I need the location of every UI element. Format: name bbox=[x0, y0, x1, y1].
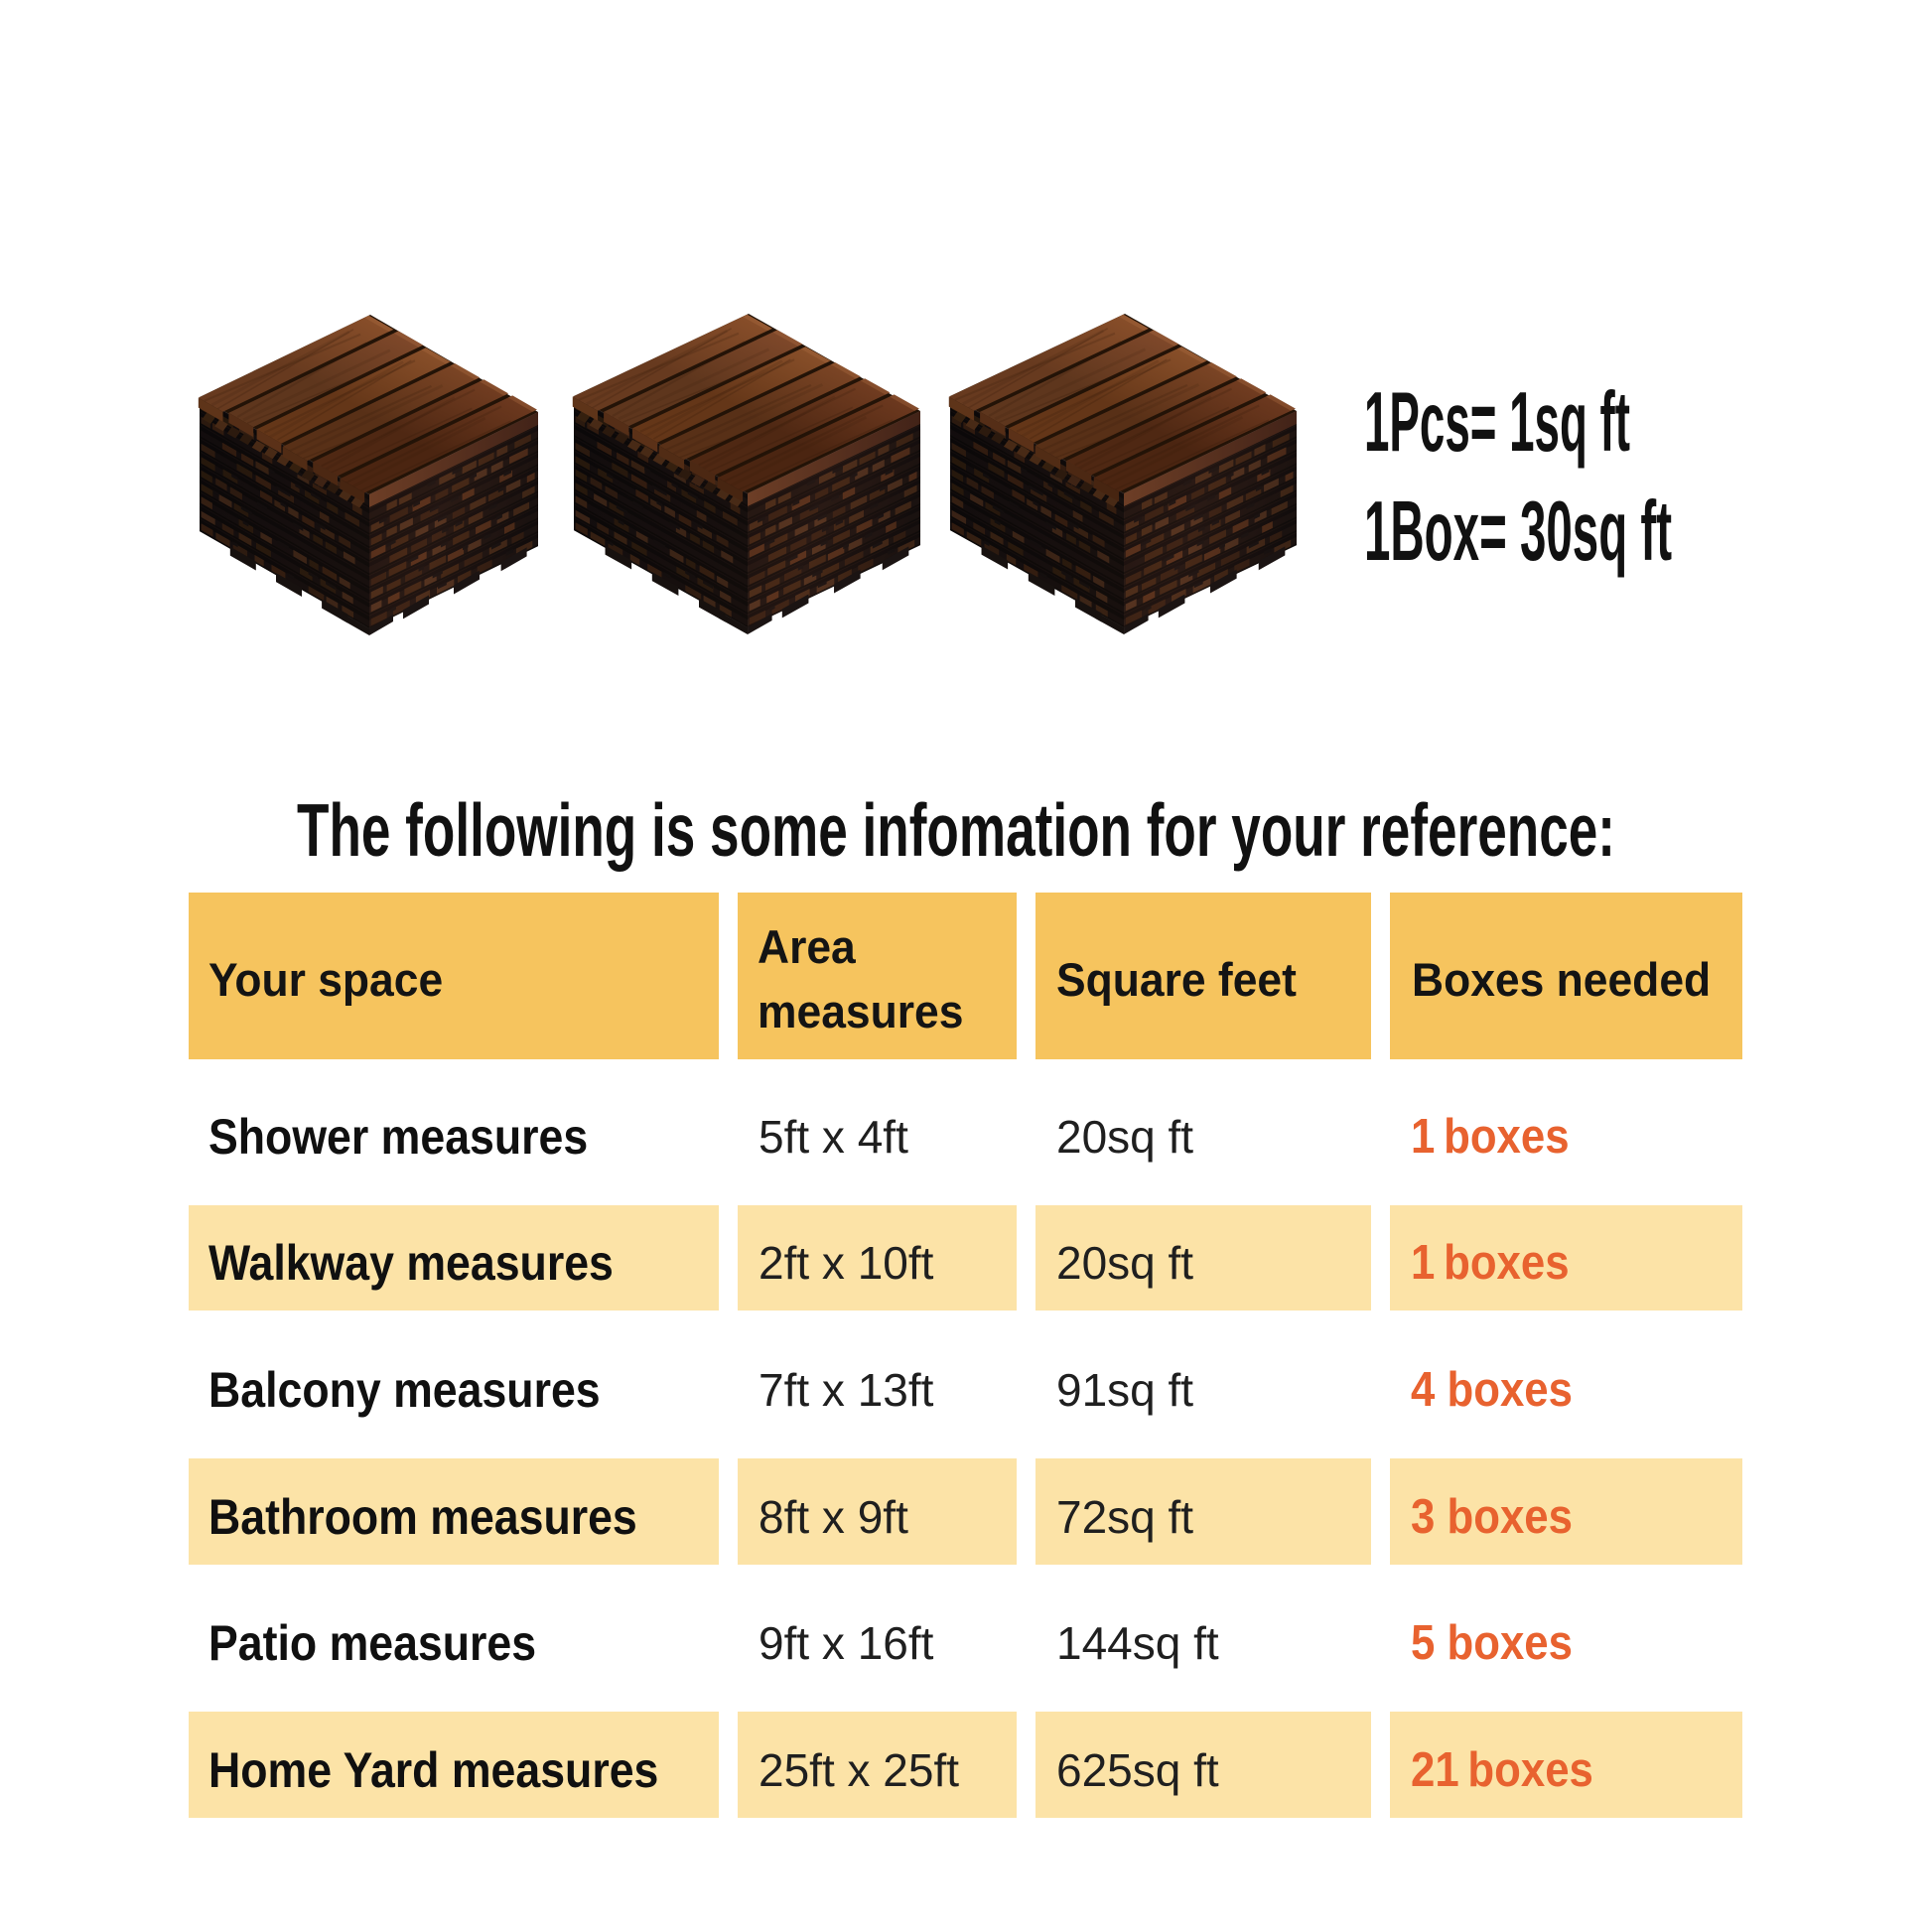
svg-text:1Pcs= 1sq ft: 1Pcs= 1sq ft bbox=[1364, 375, 1630, 470]
svg-text:The following is some infomati: The following is some infomation for you… bbox=[297, 788, 1615, 872]
svg-text:1Box= 30sq ft: 1Box= 30sq ft bbox=[1364, 484, 1672, 579]
